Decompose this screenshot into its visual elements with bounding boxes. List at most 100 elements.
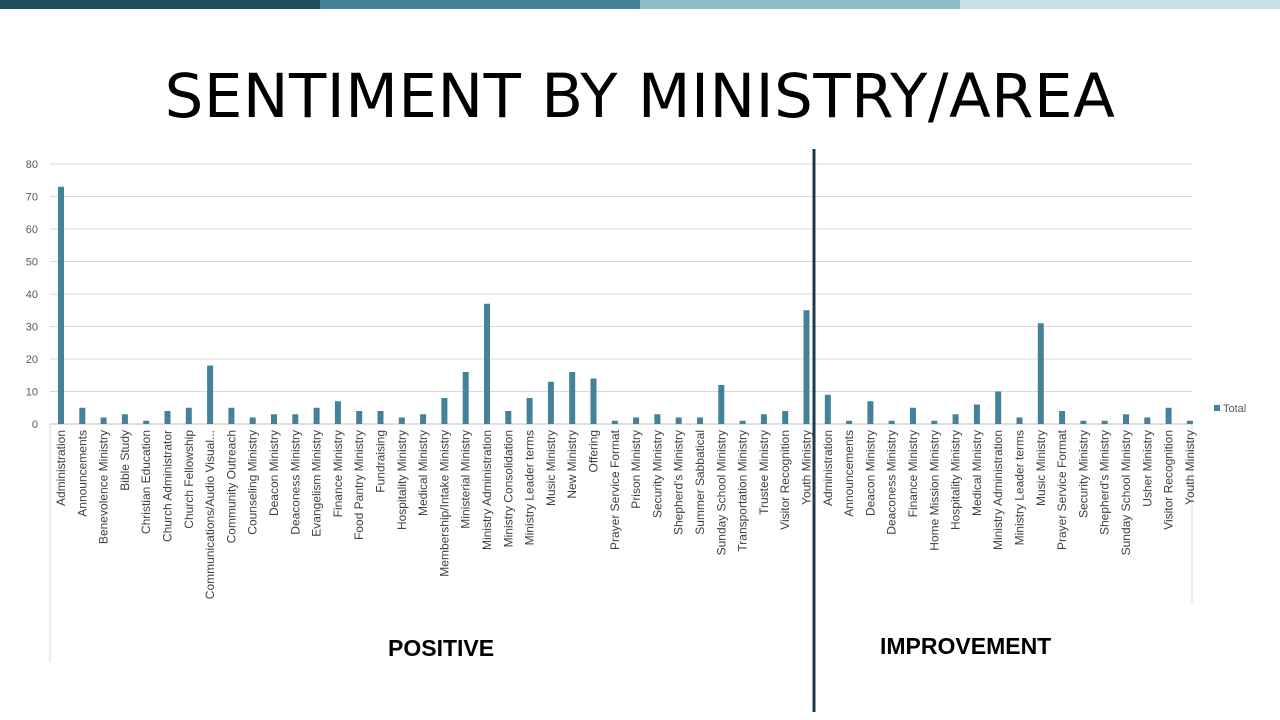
accent-segment-1 [0,0,320,9]
bar [484,303,490,424]
y-tick-label: 40 [26,289,38,301]
bar [526,398,533,424]
bar [441,398,448,424]
bar [675,417,682,424]
accent-segment-3 [640,0,960,9]
x-tick-label: Transportation Ministry [736,430,750,552]
positive-section-label: POSITIVE [388,635,495,661]
x-tick-label: Security Ministry [650,430,664,518]
x-tick-label: Deacon Ministry [863,430,877,516]
x-tick-label: Church Administrator [161,430,175,542]
y-tick-label: 70 [26,192,38,204]
x-tick-label: Food Pantry Ministry [352,430,366,540]
bar [100,417,107,424]
bar [782,411,789,424]
bar [633,417,640,424]
x-tick-label: Hospitality Ministry [395,430,409,530]
legend-swatch [1214,405,1220,411]
bar [611,420,618,424]
bar [739,420,746,424]
bar [207,365,214,424]
x-tick-label: Ministry Administration [480,430,494,550]
bar [1016,417,1023,424]
bar [249,417,256,424]
x-tick-label: Music Ministry [1034,430,1048,506]
x-tick-label: Prayer Service Format [1055,429,1069,550]
x-tick-label: Finance Ministry [331,430,345,517]
x-tick-label: Administration [54,430,68,506]
y-tick-label: 20 [26,354,38,366]
x-tick-label: Counseling Ministry [246,430,260,535]
x-tick-label: Evangelism Ministry [310,430,324,537]
x-tick-label: Usher Ministry [1140,430,1154,507]
x-tick-label: Deacon Ministry [267,430,281,516]
bar [1037,323,1044,424]
bar [1165,407,1172,424]
x-tick-label: Membership/Intake Ministry [437,430,451,577]
x-tick-label: Prayer Service Format [608,429,622,550]
bar [803,310,810,424]
slide-title: SENTIMENT BY MINISTRY/AREA [164,61,1116,132]
x-tick-label: Youth Ministry [800,430,814,505]
x-tick-label: Medical Ministry [970,430,984,516]
bar [867,401,874,424]
accent-segment-4 [960,0,1280,9]
bar [1144,417,1151,424]
legend-label: Total [1223,403,1246,415]
x-tick-label: Youth Ministry [1183,430,1197,505]
x-tick-label: Finance Ministry [906,430,920,517]
y-tick-label: 80 [26,159,38,171]
bar [697,417,703,424]
bar [143,420,150,424]
x-tick-label: Trustee Ministry [757,430,771,515]
x-tick-label: Administration [821,430,835,506]
bar [824,394,831,424]
x-tick-label: Ministerial Ministry [459,430,473,529]
bar [164,411,171,424]
bar [547,381,554,424]
bar [1059,411,1066,424]
x-tick-label: Summer Sabbatical [693,430,707,535]
x-tick-label: Visitor Recognition [778,430,792,530]
bar [846,420,853,424]
bar [973,404,980,424]
accent-bar [0,0,1280,9]
x-tick-label: Shepherd's Ministry [672,430,686,535]
bar [185,407,192,424]
bar [718,385,725,424]
bar [505,411,512,424]
x-tick-label: Sunday School Ministry [1119,430,1133,555]
x-tick-label: Prison Ministry [629,430,643,509]
bar [1080,420,1087,424]
bar [121,414,128,424]
y-tick-label: 10 [26,387,38,399]
bar [356,411,363,424]
x-tick-label: Offering [587,430,601,472]
y-tick-label: 0 [32,419,38,431]
x-tick-label: Bible Study [118,430,132,491]
x-tick-label: Deaconess Ministry [288,430,302,535]
x-tick-label: Music Ministry [544,430,558,506]
x-tick-label: Fundraising [374,430,388,493]
bar [271,414,277,424]
bar [910,407,916,424]
bar [228,407,235,424]
bar [398,417,405,424]
x-tick-label: Medical Ministry [416,430,430,516]
x-tick-label: Security Ministry [1076,430,1090,518]
x-tick-label: Ministry Administration [991,430,1005,550]
improvement-section-label: IMPROVEMENT [880,633,1052,659]
bar [313,407,320,424]
bar [462,372,469,424]
x-tick-label: Christian Education [139,430,153,534]
x-tick-label: Home Mission Ministry [927,430,941,551]
x-tick-label: Community Outreach [224,430,238,543]
x-tick-label: Ministry Consolidation [501,430,515,547]
x-tick-label: Ministry Leader terms [1013,430,1027,545]
x-tick-label: New Ministry [565,430,579,499]
bar [377,411,384,424]
y-tick-label: 30 [26,322,38,334]
x-tick-label: Ministry Leader terms [523,430,537,545]
